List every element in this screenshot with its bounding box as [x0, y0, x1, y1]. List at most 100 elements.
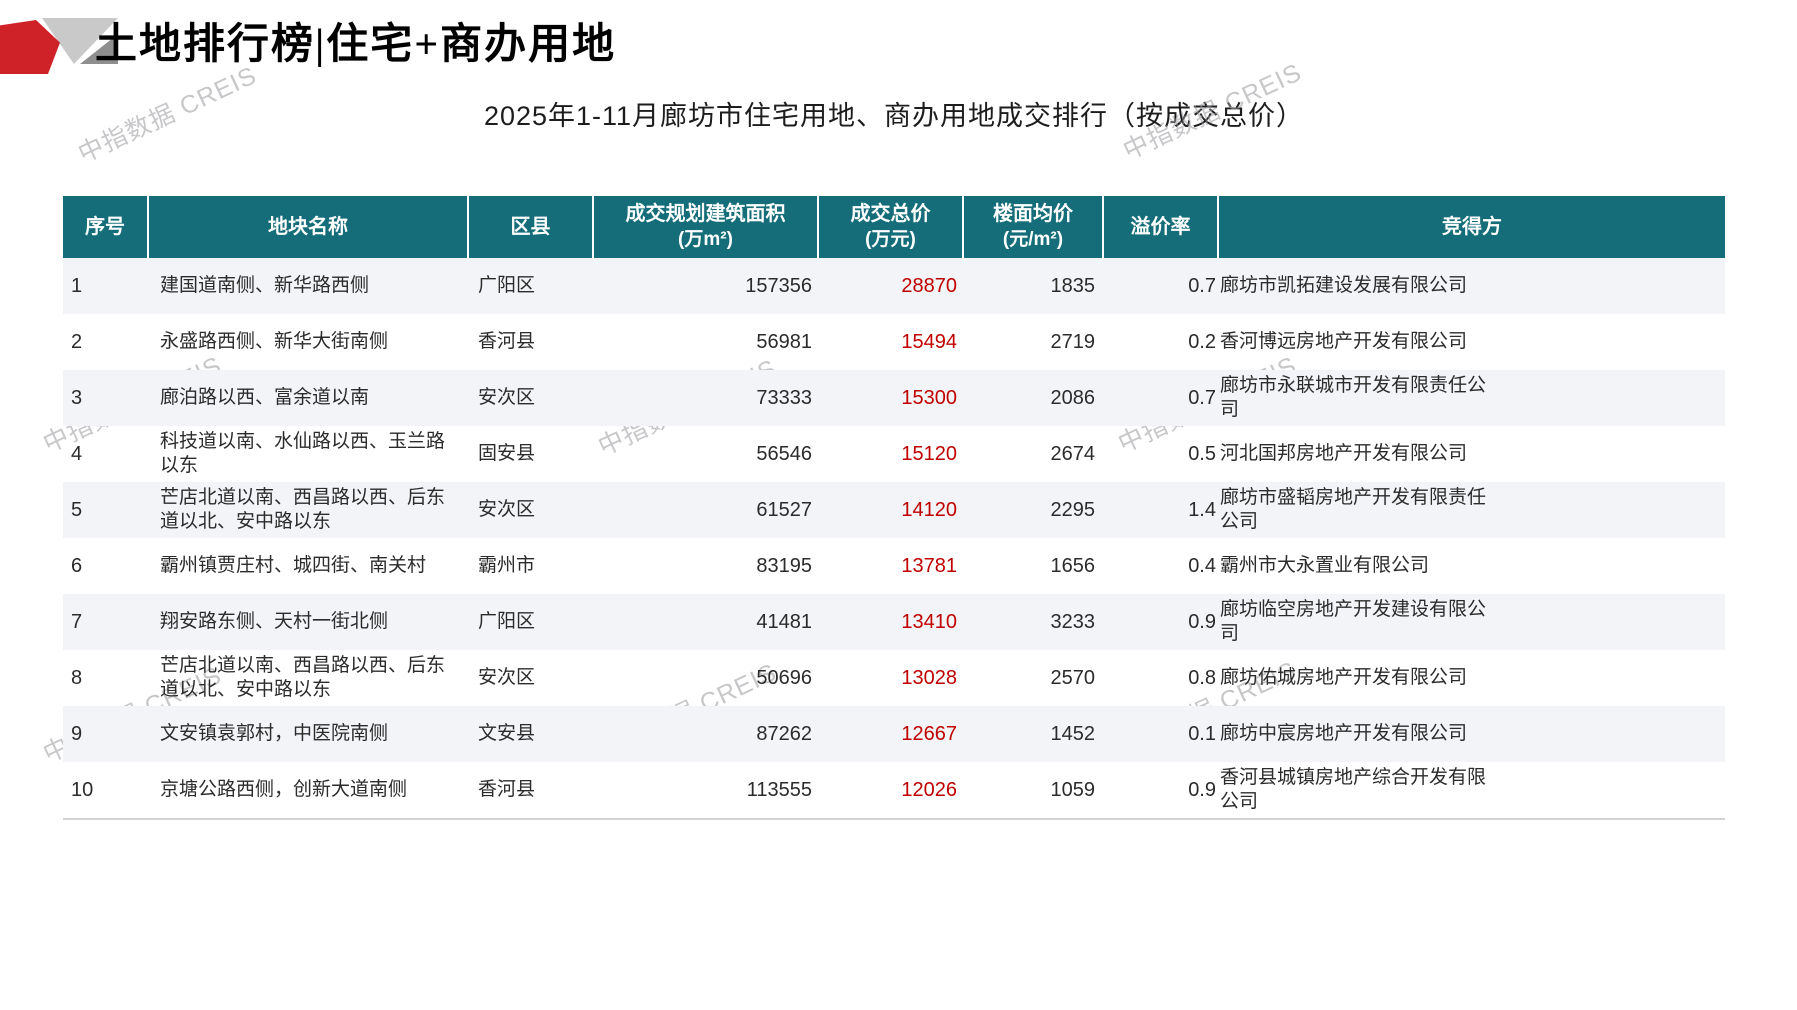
plot-name-cell: 霸州镇贾庄村、城四街、南关村: [160, 555, 427, 576]
total-price-cell: 13781: [901, 555, 957, 577]
table-row: 2 永盛路西侧、新华大街南侧 香河县 56981 15494 2719 0.2 …: [63, 314, 1725, 370]
plot-name-cell: 芒店北道以南、西昌路以西、后东道以北、安中路以东: [148, 482, 468, 538]
winner-cell: 霸州市大永置业有限公司: [1218, 538, 1725, 594]
premium-rate-cell: 0.2: [1188, 331, 1216, 353]
floor-price-cell: 3233: [963, 594, 1103, 650]
plot-name-cell: 建国道南侧、新华路西侧: [148, 258, 468, 314]
total-price-cell: 12026: [901, 779, 957, 801]
floor-price-cell: 1452: [963, 706, 1103, 762]
total-price-cell: 14120: [818, 482, 963, 538]
plot-name-cell: 永盛路西侧、新华大街南侧: [160, 331, 389, 352]
table-row: 10 京塘公路西侧，创新大道南侧 香河县 113555 12026 1059 0…: [63, 762, 1725, 819]
total-price-cell: 15494: [901, 331, 957, 353]
col-header-premium-rate: 溢价率: [1103, 196, 1219, 258]
creis-logo: [0, 16, 118, 76]
table-body: 1 建国道南侧、新华路西侧 广阳区 157356 28870 1835 0.7 …: [63, 258, 1725, 819]
district-cell: 广阳区: [468, 258, 593, 314]
total-price-cell: 15120: [901, 443, 957, 465]
table-row: 9 文安镇袁郭村，中医院南侧 文安县 87262 12667 1452 0.1 …: [63, 706, 1725, 762]
table-row: 8 芒店北道以南、西昌路以西、后东道以北、安中路以东 安次区 50696 130…: [63, 650, 1725, 706]
premium-rate-cell: 0.8: [1188, 667, 1216, 689]
premium-rate-cell: 1.4: [1103, 482, 1218, 538]
total-price-cell: 15300: [818, 370, 963, 426]
floor-price-cell: 2674: [1050, 443, 1096, 465]
premium-rate-cell: 0.7: [1103, 258, 1218, 314]
land-ranking-table: 序号 地块名称 区县 成交规划建筑面积 (万m²) 成交总价 (万元) 楼面均价 (元…: [63, 196, 1725, 820]
winner-cell: 廊坊市永联城市开发有限责任公司: [1218, 370, 1725, 426]
premium-rate-cell: 0.7: [1103, 370, 1218, 426]
col-header-plot-name: 地块名称: [148, 196, 469, 258]
floor-price-cell: 1059: [1050, 779, 1096, 801]
planned-area-cell: 61527: [593, 482, 818, 538]
col-header-rank: 序号: [63, 196, 149, 258]
premium-rate-cell: 0.5: [1188, 443, 1216, 465]
table-row: 5 芒店北道以南、西昌路以西、后东道以北、安中路以东 安次区 61527 141…: [63, 482, 1725, 538]
winner-name: 廊坊中宸房地产开发有限公司: [1220, 722, 1468, 744]
rank-cell: 7: [63, 594, 148, 650]
table-row: 4 科技道以南、水仙路以西、玉兰路以东 固安县 56546 15120 2674…: [63, 426, 1725, 482]
table-row: 1 建国道南侧、新华路西侧 广阳区 157356 28870 1835 0.7 …: [63, 258, 1725, 314]
winner-name: 廊坊佑城房地产开发有限公司: [1220, 666, 1468, 688]
premium-rate-cell: 0.9: [1103, 594, 1218, 650]
planned-area-cell: 41481: [593, 594, 818, 650]
planned-area-cell: 56546: [756, 443, 812, 465]
winner-cell: 廊坊中宸房地产开发有限公司: [1218, 706, 1725, 762]
planned-area-cell: 87262: [593, 706, 818, 762]
plot-name-cell: 廊泊路以西、富余道以南: [148, 370, 468, 426]
district-cell: 安次区: [468, 482, 593, 538]
winner-name: 河北国邦房地产开发有限公司: [1220, 442, 1468, 464]
premium-rate-cell: 0.1: [1103, 706, 1218, 762]
winner-cell: 廊坊临空房地产开发建设有限公司: [1218, 594, 1725, 650]
col-header-floor-price: 楼面均价 (元/m²): [963, 196, 1104, 258]
district-cell: 霸州市: [478, 555, 536, 576]
rank-cell: 9: [63, 706, 148, 762]
winner-cell: 河北国邦房地产开发有限公司: [1218, 426, 1725, 482]
winner-name: 香河博远房地产开发有限公司: [1220, 330, 1468, 352]
winner-name: 廊坊市永联城市开发有限责任公司: [1220, 375, 1487, 420]
col-header-planned-area: 成交规划建筑面积 (万m²): [593, 196, 819, 258]
rank-cell: 6: [71, 555, 83, 577]
page-title: 土地排行榜|住宅+商办用地: [95, 22, 617, 68]
district-cell: 香河县: [478, 779, 536, 800]
total-price-cell: 13028: [901, 667, 957, 689]
winner-cell: 廊坊市凯拓建设发展有限公司: [1218, 258, 1725, 314]
winner-cell: 香河县城镇房地产综合开发有限公司: [1218, 762, 1725, 819]
floor-price-cell: 1656: [1050, 555, 1096, 577]
premium-rate-cell: 0.9: [1188, 779, 1216, 801]
winner-name: 香河县城镇房地产综合开发有限公司: [1220, 767, 1487, 812]
rank-cell: 4: [71, 443, 83, 465]
district-cell: 广阳区: [468, 594, 593, 650]
planned-area-cell: 113555: [746, 779, 812, 801]
district-cell: 固安县: [478, 443, 536, 464]
winner-name: 霸州市大永置业有限公司: [1220, 554, 1430, 576]
col-header-district: 区县: [468, 196, 594, 258]
floor-price-cell: 2086: [963, 370, 1103, 426]
table-row: 6 霸州镇贾庄村、城四街、南关村 霸州市 83195 13781 1656 0.…: [63, 538, 1725, 594]
planned-area-cell: 83195: [756, 555, 812, 577]
winner-cell: 廊坊佑城房地产开发有限公司: [1218, 650, 1725, 706]
planned-area-cell: 73333: [593, 370, 818, 426]
total-price-cell: 28870: [818, 258, 963, 314]
planned-area-cell: 50696: [756, 667, 812, 689]
plot-name-cell: 文安镇袁郭村，中医院南侧: [148, 706, 468, 762]
total-price-cell: 13410: [818, 594, 963, 650]
floor-price-cell: 2570: [1050, 667, 1096, 689]
winner-cell: 香河博远房地产开发有限公司: [1218, 314, 1725, 370]
district-cell: 安次区: [478, 667, 536, 688]
table-subtitle: 2025年1-11月廊坊市住宅用地、商办用地成交排行（按成交总价）: [483, 101, 1305, 131]
rank-cell: 1: [63, 258, 148, 314]
rank-cell: 8: [71, 667, 83, 689]
winner-name: 廊坊临空房地产开发建设有限公司: [1220, 599, 1487, 644]
premium-rate-cell: 0.4: [1188, 555, 1216, 577]
rank-cell: 5: [63, 482, 148, 538]
district-cell: 安次区: [468, 370, 593, 426]
winner-cell: 廊坊市盛韬房地产开发有限责任公司: [1218, 482, 1725, 538]
floor-price-cell: 2719: [1050, 331, 1096, 353]
col-header-winner: 竞得方: [1218, 196, 1725, 258]
plot-name-cell: 翔安路东侧、天村一街北侧: [148, 594, 468, 650]
table-row: 7 翔安路东侧、天村一街北侧 广阳区 41481 13410 3233 0.9 …: [63, 594, 1725, 650]
total-price-cell: 12667: [818, 706, 963, 762]
plot-name-cell: 科技道以南、水仙路以西、玉兰路以东: [160, 431, 446, 476]
district-cell: 文安县: [468, 706, 593, 762]
table-header: 序号 地块名称 区县 成交规划建筑面积 (万m²) 成交总价 (万元) 楼面均价 (元…: [63, 196, 1725, 258]
